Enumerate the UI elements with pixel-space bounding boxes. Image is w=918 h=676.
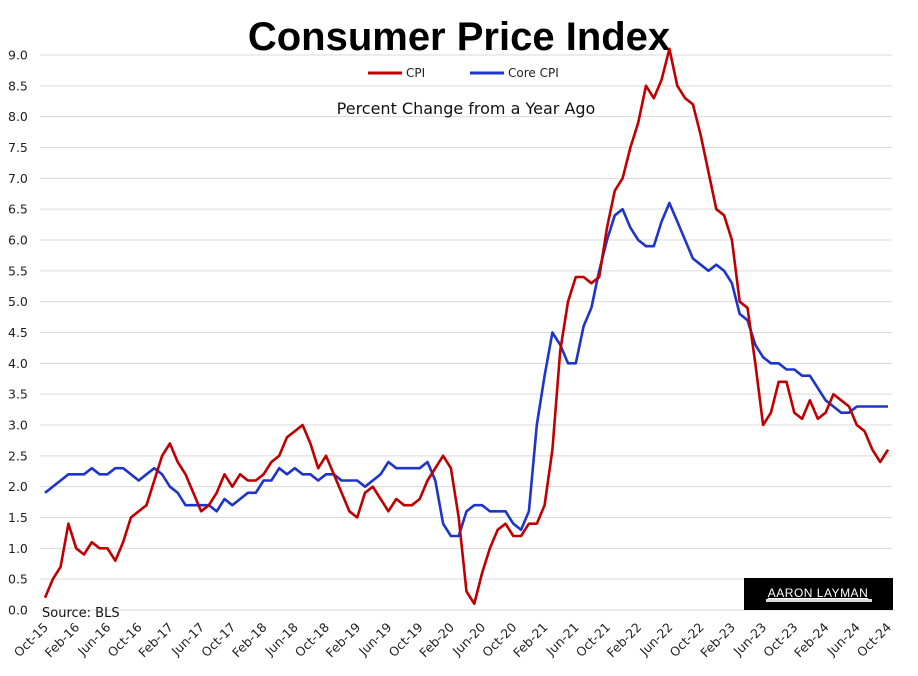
y-tick-label: 6.5 [8,202,28,217]
y-tick-label: 5.0 [8,294,28,309]
y-tick-label: 7.5 [8,140,28,155]
source-annotation: Source: BLS [42,606,120,621]
x-axis-ticks: Oct-15Feb-16Jun-16Oct-16Feb-17Jun-17Oct-… [11,619,894,660]
x-tick-label: Feb-18 [229,619,270,660]
x-tick-label: Feb-17 [135,620,176,661]
legend-label-cpi: CPI [406,66,425,80]
y-tick-label: 1.5 [8,510,28,525]
x-tick-label: Feb-24 [791,619,832,660]
x-tick-label: Feb-20 [416,619,457,660]
logo-background [744,578,893,610]
y-axis-ticks: 0.0 0.5 1.0 1.5 2.0 2.5 3.0 3.5 4.0 4.5 5.0 5.5 6.0 6… [8,48,28,618]
y-tick-label: 2.0 [8,479,28,494]
x-tick-label: Feb-22 [604,620,645,661]
chart-title: Consumer Price Index [248,15,670,59]
y-tick-label: 0.5 [8,572,28,587]
series-line-core-cpi [44,201,888,538]
y-tick-label: 2.5 [8,448,28,463]
y-tick-label: 5.5 [8,263,28,278]
series-lines [43,47,890,606]
y-tick-label: 1.0 [8,541,28,556]
x-tick-label: Feb-23 [697,620,738,661]
y-tick-label: 8.0 [8,109,28,124]
logo-text: AARON LAYMAN [768,586,868,600]
x-tick-label: Feb-21 [510,620,551,661]
y-tick-label: 7.0 [8,171,28,186]
y-tick-label: 4.5 [8,325,28,340]
y-tick-label: 3.5 [8,387,28,402]
y-tick-label: 8.5 [8,78,28,93]
logo-underbar [766,599,872,602]
x-tick-label: Feb-19 [323,619,364,660]
x-tick-label: Feb-16 [42,619,83,660]
gridlines [40,54,892,611]
y-tick-label: 9.0 [8,48,28,63]
logo: AARON LAYMAN [744,578,893,610]
legend: CPI Core CPI [368,66,559,80]
y-tick-label: 6.0 [8,233,28,248]
y-tick-label: 0.0 [8,603,28,618]
x-tick-label: Oct-24 [854,619,894,659]
legend-label-core-cpi: Core CPI [508,66,559,80]
chart-subtitle: Percent Change from a Year Ago [337,99,596,118]
y-tick-label: 4.0 [8,356,28,371]
y-tick-label: 3.0 [8,418,28,433]
series-line-cpi [43,47,890,606]
